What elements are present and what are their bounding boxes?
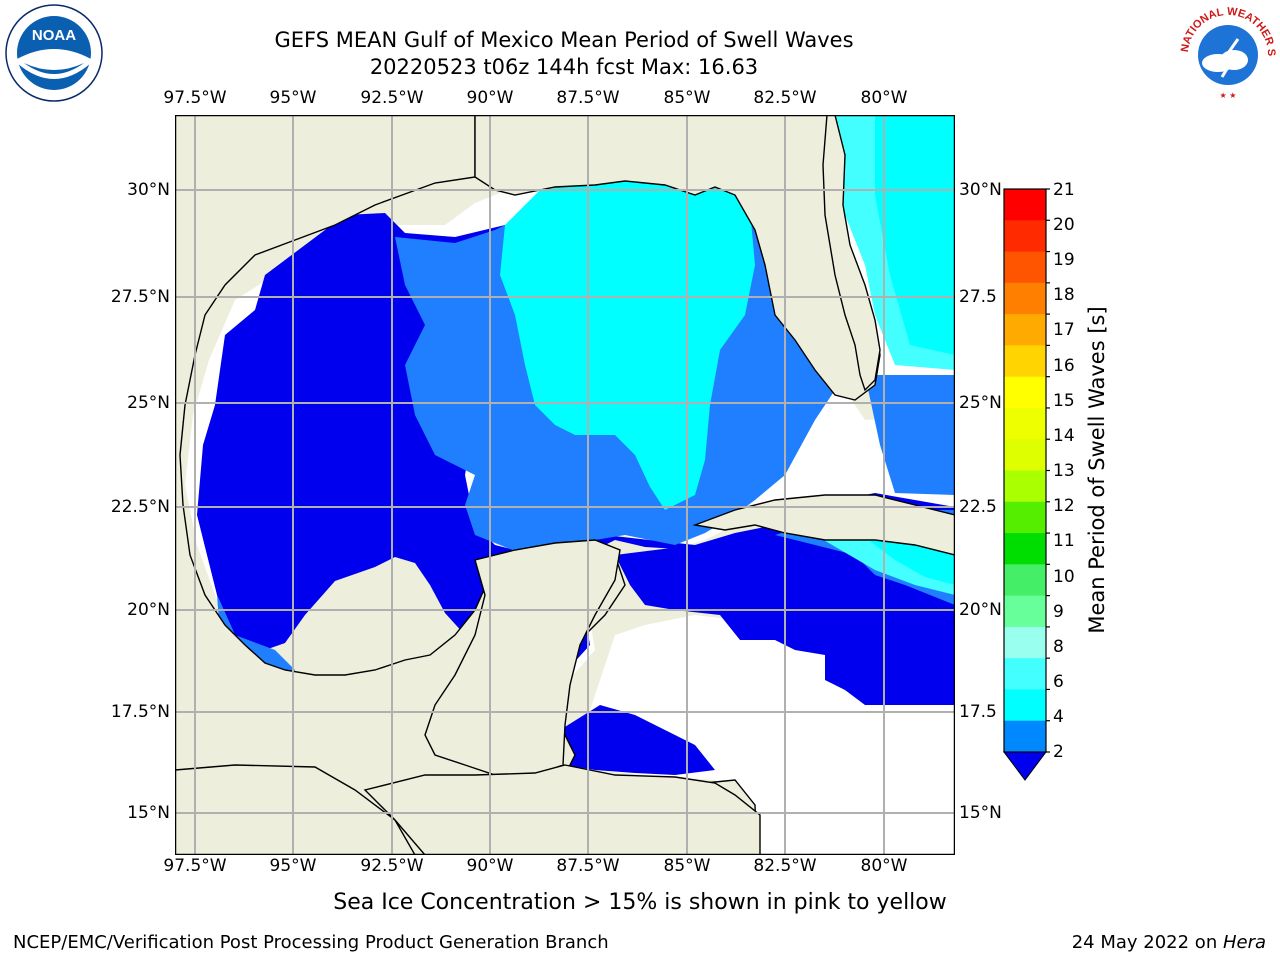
lon-label-top: 97.5°W: [163, 88, 227, 108]
land-east-coast-florida: [822, 115, 881, 392]
colorbar-tick-label: 17: [1053, 320, 1075, 340]
colorbar-segment: [1004, 626, 1046, 659]
swell-2-4s-caribbean-south: [560, 705, 715, 775]
colorbar-segment: [1004, 564, 1046, 597]
colorbar: [1003, 188, 1050, 781]
lon-label-top: 85°W: [663, 88, 711, 108]
lon-label-bottom: 95°W: [269, 856, 317, 876]
nws-logo: NATIONAL WEATHER SERVICE ★ ★: [1178, 3, 1277, 101]
lon-label-top: 95°W: [269, 88, 317, 108]
colorbar-segment: [1004, 314, 1046, 346]
lat-label-right: 15°N: [959, 803, 1002, 823]
swell-6-8s-central: [500, 180, 755, 510]
lon-label-bottom: 82.5°W: [753, 856, 817, 876]
sea-ice-note: Sea Ice Concentration > 15% is shown in …: [333, 890, 947, 915]
colorbar-segment: [1004, 407, 1046, 440]
colorbar-segment: [1004, 595, 1046, 628]
lon-label-bottom: 85°W: [663, 856, 711, 876]
lon-label-top: 90°W: [466, 88, 514, 108]
lat-label-left: 20°N: [127, 600, 170, 620]
colorbar-tick-label: 15: [1053, 391, 1075, 411]
lat-label-right: 20°N: [959, 600, 1002, 620]
colorbar-tick-label: 2: [1053, 742, 1064, 762]
land-cuba: [692, 494, 955, 556]
chart-subtitle: 20220523 t06z 144h fcst Max: 16.63: [369, 55, 759, 79]
colorbar-tick-label: 16: [1053, 356, 1075, 376]
lon-label-bottom: 87.5°W: [556, 856, 620, 876]
lon-label-bottom: 92.5°W: [360, 856, 424, 876]
colorbar-tick-label: 12: [1053, 496, 1075, 516]
colorbar-tick-label: 8: [1053, 637, 1064, 657]
run-date: 24 May 2022 on Hera: [1072, 932, 1266, 953]
colorbar-segment: [1004, 439, 1046, 471]
colorbar-segment: [1004, 470, 1046, 503]
lat-label-left: 27.5°N: [110, 287, 170, 307]
lat-label-right: 25°N: [959, 393, 1002, 413]
colorbar-tick-label: 9: [1053, 602, 1064, 622]
lon-label-top: 92.5°W: [360, 88, 424, 108]
colorbar-segment: [1004, 189, 1046, 221]
lat-label-right: 27.5: [959, 287, 997, 307]
map-frame: [175, 115, 955, 855]
colorbar-segment: [1004, 220, 1046, 253]
colorbar-tick-label: 14: [1053, 426, 1075, 446]
svg-text:★ ★: ★ ★: [1220, 91, 1237, 100]
colorbar-tick-label: 6: [1053, 672, 1064, 692]
land-central-america: [363, 764, 761, 855]
colorbar-segment: [1004, 376, 1046, 409]
colorbar-tick-label: 11: [1053, 531, 1075, 551]
colorbar-label: Mean Period of Swell Waves [s]: [1085, 306, 1109, 634]
colorbar-under-triangle: [1003, 751, 1047, 781]
colorbar-segment: [1004, 345, 1046, 378]
colorbar-tick-label: 4: [1053, 707, 1064, 727]
lon-label-bottom: 97.5°W: [163, 856, 227, 876]
lat-label-right: 22.5: [959, 497, 997, 517]
noaa-logo: NOAA: [5, 4, 103, 102]
colorbar-segment: [1004, 720, 1046, 753]
colorbar-tick-label: 18: [1053, 285, 1075, 305]
colorbar-segment: [1004, 251, 1046, 284]
colorbar-tick-label: 20: [1053, 215, 1075, 235]
lat-label-left: 25°N: [127, 393, 170, 413]
colorbar-segment: [1004, 282, 1046, 315]
gulf-of-mexico-map: [175, 115, 955, 855]
lat-label-left: 17.5°N: [110, 702, 170, 722]
lon-label-top: 80°W: [860, 88, 908, 108]
run-host: Hera: [1222, 932, 1266, 953]
lon-label-bottom: 90°W: [466, 856, 514, 876]
colorbar-tick-label: 10: [1053, 567, 1075, 587]
lat-label-right: 17.5: [959, 702, 997, 722]
lat-label-left: 15°N: [127, 803, 170, 823]
lon-label-top: 82.5°W: [753, 88, 817, 108]
chart-title: GEFS MEAN Gulf of Mexico Mean Period of …: [274, 28, 854, 52]
colorbar-segment: [1004, 533, 1046, 565]
colorbar-segment: [1004, 501, 1046, 534]
lat-label-left: 30°N: [127, 180, 170, 200]
run-date-text: 24 May 2022 on: [1071, 932, 1223, 953]
colorbar-segment: [1004, 689, 1046, 722]
lat-label-right: 30°N: [959, 180, 1002, 200]
colorbar-tick-label: 19: [1053, 250, 1075, 270]
producer-credit: NCEP/EMC/Verification Post Processing Pr…: [13, 932, 609, 953]
lon-label-bottom: 80°W: [860, 856, 908, 876]
noaa-logo-text: NOAA: [32, 27, 76, 44]
colorbar-segment: [1004, 658, 1046, 690]
colorbar-tick-label: 13: [1053, 461, 1075, 481]
colorbar-tick-label: 21: [1053, 180, 1075, 200]
map-gridlines: [175, 115, 955, 855]
lon-label-top: 87.5°W: [556, 88, 620, 108]
lat-label-left: 22.5°N: [110, 497, 170, 517]
